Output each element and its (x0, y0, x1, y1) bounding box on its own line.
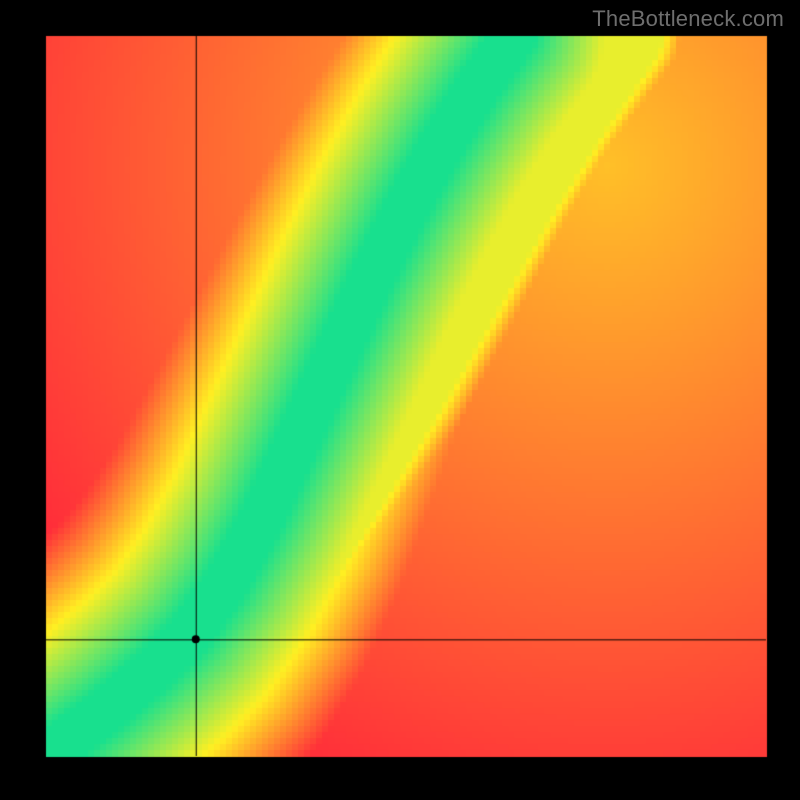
heatmap-canvas (0, 0, 800, 800)
watermark-text: TheBottleneck.com (592, 6, 784, 32)
chart-container: TheBottleneck.com (0, 0, 800, 800)
